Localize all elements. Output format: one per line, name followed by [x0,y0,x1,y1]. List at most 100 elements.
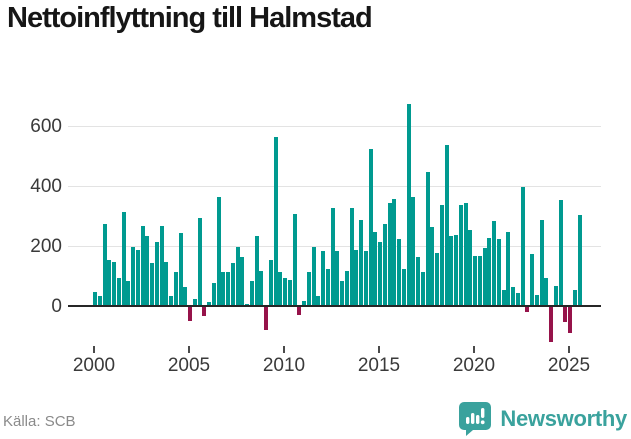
bar-q63 [392,198,397,305]
bar-q36 [264,307,268,330]
y-axis-label-600: 600 [30,116,62,137]
bar-q9 [135,249,140,305]
bar-q82 [482,248,487,305]
bar-q25 [211,282,216,305]
bar-q14 [159,225,164,305]
bar-q93 [534,294,539,305]
bar-q47 [316,296,321,305]
bar-q18 [178,233,183,305]
gridline-600 [68,126,601,127]
bar-q102 [577,215,582,305]
bar-q7 [126,281,131,305]
x-axis-label-2025: 2025 [547,355,591,376]
bar-q74 [444,144,449,305]
gridline-200 [68,246,601,247]
bar-q3 [107,260,112,305]
bar-q15 [164,261,169,305]
bar-q56 [359,219,363,305]
bar-q62 [387,203,392,305]
bar-q69 [420,272,425,305]
bar-q84 [492,221,496,305]
bar-q52 [340,281,344,305]
bar-q42 [292,213,297,305]
bar-q17 [173,272,178,305]
bar-q90 [520,186,525,305]
bar-q48 [321,251,325,305]
bar-q97 [553,285,558,305]
bar-q79 [468,230,473,305]
exclamation-stem [481,408,485,418]
bar-q40 [283,278,287,305]
x-axis-label-2005: 2005 [167,355,211,376]
y-axis-label-200: 200 [30,236,62,257]
bar-q75 [449,236,454,305]
bar-q22 [197,218,202,305]
bar-q43 [297,307,302,315]
bar-q53 [344,270,349,305]
x-tick-2000 [93,346,95,353]
bar-q98 [558,200,563,305]
bar-q67 [411,197,416,305]
bar-q41 [287,279,292,305]
x-tick-2025 [568,346,570,353]
bar-q29 [230,263,235,305]
bar-q46 [311,246,316,305]
bar-q95 [544,278,549,305]
bar-q68 [416,257,420,305]
bar-q34 [254,236,259,305]
bar-q54 [349,207,354,305]
bar-q92 [530,254,534,305]
bar-q32 [245,303,249,305]
bar-q87 [506,231,511,305]
brand-name: Newsworthy [500,406,627,431]
x-tick-2020 [473,346,475,353]
bar-q39 [278,272,283,305]
x-axis-label-2010: 2010 [262,355,306,376]
bar-q70 [425,171,430,305]
bar-q71 [430,227,435,305]
bar-q30 [235,246,240,305]
exclamation-dot [481,420,486,425]
bar-q2 [102,224,107,305]
bar-q19 [183,287,188,305]
x-tick-2015 [378,346,380,353]
bar-q88 [511,287,515,305]
bar-q38 [273,137,278,305]
bar-q83 [487,237,492,305]
bar-q66 [406,104,411,305]
bar-q50 [330,207,335,305]
bar-q73 [439,204,444,305]
x-axis-label-2015: 2015 [357,355,401,376]
bar-q12 [150,263,154,305]
bar-q77 [458,204,463,305]
bar-q37 [268,260,273,305]
bar-q89 [515,293,520,305]
bar-q27 [221,272,226,305]
bar-q61 [382,224,387,305]
bar-q10 [140,225,145,305]
bar-q60 [378,242,382,305]
bar-q64 [397,239,401,305]
bar-q26 [216,197,221,305]
bar-q23 [202,307,207,316]
bar-q81 [477,255,482,305]
bar-q86 [501,290,506,305]
bar-q1 [97,296,102,305]
bar-q8 [131,246,135,305]
bar-q55 [354,249,359,305]
bar-q31 [240,257,245,305]
bar-q21 [192,299,197,305]
newsworthy-badge-icon [459,402,492,436]
bar-q85 [496,239,501,305]
bar-q4 [112,261,116,305]
y-axis-label-400: 400 [30,176,62,197]
bar-q99 [563,307,568,322]
bar-q13 [154,242,159,305]
bar-q51 [335,251,340,305]
bar-q5 [116,278,121,305]
x-tick-2005 [188,346,190,353]
x-axis-label-2000: 2000 [72,355,116,376]
bar-q96 [549,307,553,342]
bar-q100 [568,307,572,333]
